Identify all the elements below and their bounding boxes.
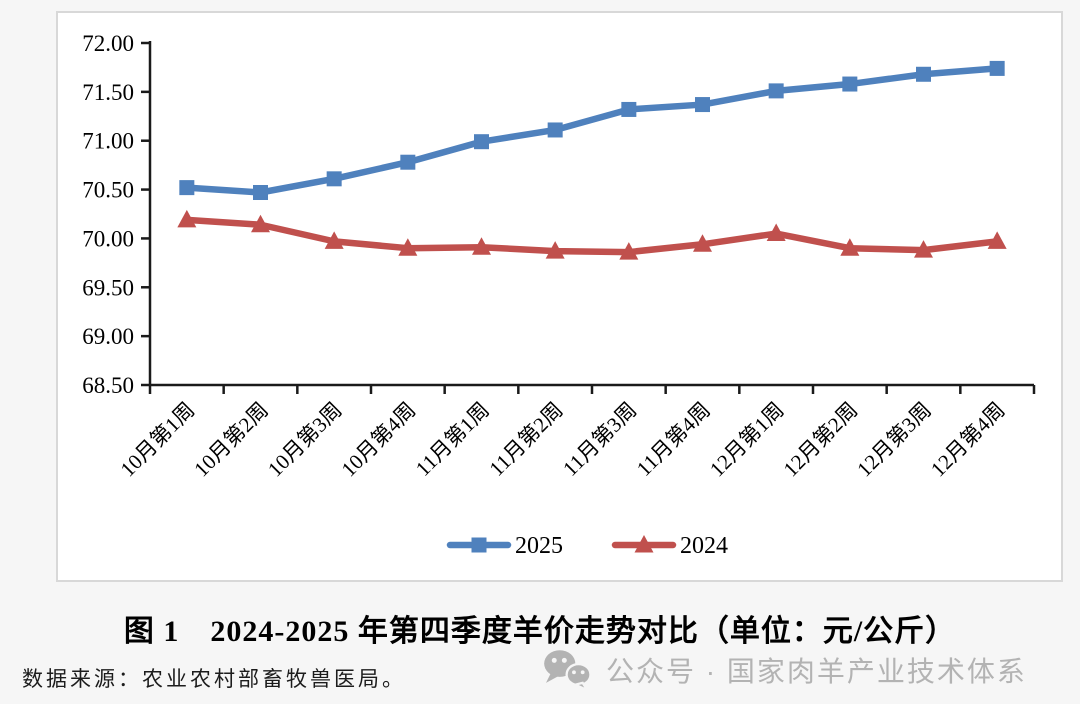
series-2024-marker <box>177 209 197 228</box>
series-2025-marker <box>326 171 342 187</box>
x-tick-label: 12月第2周 <box>779 398 863 482</box>
watermark: 公众号 · 国家肉羊产业技术体系 <box>540 648 1027 692</box>
figure-caption: 图 1 2024-2025 年第四季度羊价走势对比（单位：元/公斤） <box>123 615 957 648</box>
series-2025-marker <box>547 122 563 138</box>
y-tick-label: 71.50 <box>82 80 134 105</box>
series-2024-marker <box>472 237 491 255</box>
watermark-text: 公众号 · 国家肉羊产业技术体系 <box>606 656 1027 687</box>
series-2025-marker <box>621 101 637 117</box>
series-2025-marker <box>179 180 195 196</box>
y-tick-label: 69.00 <box>82 324 134 349</box>
x-tick-label: 10月第3周 <box>263 398 347 482</box>
x-tick-label: 11月第3周 <box>558 398 641 481</box>
series-2024-marker <box>914 240 933 258</box>
series-2024-line <box>183 216 1001 256</box>
y-tick-label: 70.50 <box>82 178 134 203</box>
series-2025-marker <box>400 154 416 170</box>
series-2024-marker <box>840 238 860 256</box>
chart-panel: 68.50 69.00 69.50 70.00 70.50 71.00 71.50 72.00… <box>56 11 1063 582</box>
x-tick-label: 12月第1周 <box>705 398 789 482</box>
series-2024 <box>177 209 1007 260</box>
sheep-price-line-chart: 68.50 69.00 69.50 70.00 70.50 71.00 71.50 72.00… <box>82 31 1036 559</box>
series-2025-marker <box>695 97 710 113</box>
series-2024-marker <box>766 223 786 242</box>
y-tick-label: 69.50 <box>82 275 134 300</box>
x-tick-label: 10月第1周 <box>116 398 200 482</box>
legend-marker-2024 <box>634 535 654 553</box>
wechat-icon <box>544 650 592 692</box>
y-tick-label: 71.00 <box>82 129 134 154</box>
series-2025-marker <box>916 66 931 82</box>
x-tick-label: 12月第3周 <box>852 398 936 482</box>
series-2024-marker <box>324 231 344 249</box>
x-tick-label: 10月第4周 <box>337 398 421 482</box>
x-tick-label: 12月第4周 <box>926 398 1010 482</box>
legend-marker-2025 <box>471 537 487 553</box>
x-tick-label: 11月第2周 <box>484 398 567 481</box>
legend-label-2024: 2024 <box>680 533 728 559</box>
x-tick-label: 11月第1周 <box>411 398 494 481</box>
series-2024-marker <box>398 238 418 256</box>
y-tick-label: 72.00 <box>82 31 134 56</box>
series-2024-marker <box>251 214 270 233</box>
series-2025-marker <box>989 60 1005 76</box>
series-2025-marker <box>768 83 784 99</box>
series-2025-marker <box>842 76 858 92</box>
series-2025 <box>179 60 1005 201</box>
series-2025-marker <box>474 134 489 150</box>
series-2024-marker <box>693 234 712 252</box>
x-tick-label: 11月第4周 <box>632 398 715 481</box>
series-2024-marker <box>619 242 639 260</box>
y-tick-label: 70.00 <box>82 226 134 251</box>
series-2024-marker <box>545 241 565 259</box>
data-source-note: 数据来源：农业农村部畜牧兽医局。 <box>22 667 406 691</box>
legend-label-2025: 2025 <box>515 533 563 559</box>
y-tick-label: 68.50 <box>82 373 134 398</box>
legend: 2025 2024 <box>446 533 728 559</box>
series-2024-marker <box>987 231 1007 249</box>
x-tick-label: 10月第2周 <box>189 398 273 482</box>
series-2025-marker <box>253 185 268 201</box>
series-2025-line <box>183 65 1001 196</box>
